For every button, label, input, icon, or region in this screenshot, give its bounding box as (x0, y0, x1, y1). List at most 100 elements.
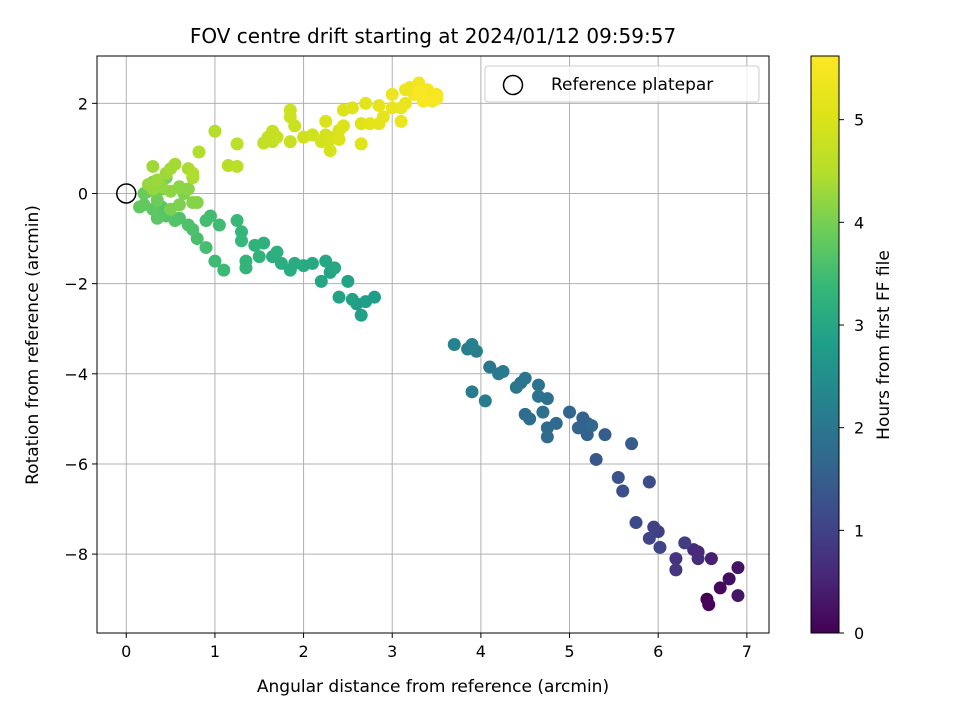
data-point (323, 144, 337, 158)
data-point (283, 263, 297, 277)
data-point (523, 412, 537, 426)
x-tick-label: 4 (476, 642, 486, 661)
data-point (576, 411, 590, 425)
data-point (146, 159, 160, 173)
data-point (270, 130, 284, 144)
data-point (199, 214, 213, 228)
colorbar-tick-label: 5 (854, 111, 864, 130)
data-point (354, 137, 368, 151)
data-point (540, 421, 554, 435)
data-point (647, 520, 661, 534)
data-point (150, 173, 164, 187)
data-point (447, 338, 461, 351)
data-point (540, 430, 554, 444)
data-point (212, 218, 226, 232)
data-point (589, 452, 603, 466)
data-point (332, 290, 346, 304)
y-tick-label: −8 (64, 545, 88, 564)
x-axis-ticks: 0 1 2 3 4 5 6 7 (121, 633, 752, 661)
data-point (563, 405, 577, 419)
data-point (598, 428, 612, 442)
data-point (270, 245, 284, 259)
chart-title: FOV centre drift starting at 2024/01/12 … (190, 24, 676, 48)
data-point (328, 261, 342, 275)
data-point (531, 389, 545, 403)
y-tick-label: −4 (64, 365, 88, 384)
y-tick-label: −6 (64, 455, 88, 474)
data-point (239, 261, 253, 275)
data-point (235, 225, 249, 239)
reference-marker (116, 183, 137, 204)
data-point (341, 274, 355, 288)
colorbar-ticks: 0 1 2 3 4 5 (839, 111, 864, 643)
data-point (230, 159, 244, 173)
colorbar-tick-label: 2 (854, 419, 864, 438)
data-point (283, 103, 297, 117)
data-point (283, 135, 297, 149)
data-points (133, 76, 745, 612)
data-point (181, 218, 195, 232)
colorbar-tick-label: 3 (854, 316, 864, 335)
data-point (150, 193, 164, 207)
grid-lines (97, 56, 769, 633)
data-point (319, 114, 333, 128)
data-point (571, 421, 585, 435)
colorbar-tick-label: 4 (854, 213, 864, 232)
data-point (669, 552, 683, 566)
data-point (336, 119, 350, 133)
legend: Reference platepar (484, 65, 760, 103)
data-point (376, 110, 390, 124)
data-point (509, 380, 523, 394)
data-point (731, 561, 745, 575)
data-point (314, 274, 328, 288)
data-point (531, 378, 545, 392)
data-point (332, 132, 346, 146)
data-point (133, 200, 147, 214)
x-tick-label: 0 (121, 642, 131, 661)
x-tick-label: 5 (564, 642, 574, 661)
y-tick-label: 0 (78, 184, 88, 203)
data-point (274, 256, 288, 270)
data-point (702, 598, 716, 612)
data-point (319, 254, 333, 268)
y-tick-label: 2 (78, 94, 88, 113)
colorbar-label: Hours from first FF file (874, 250, 894, 440)
data-point (430, 92, 444, 106)
data-point (616, 484, 630, 498)
plot-frame (96, 55, 770, 634)
data-point (248, 238, 262, 252)
data-point (252, 250, 266, 264)
data-point (394, 114, 408, 128)
x-tick-label: 6 (653, 642, 663, 661)
data-point (208, 254, 222, 268)
data-point (704, 552, 718, 566)
y-axis-label: Rotation from reference (arcmin) (23, 205, 43, 485)
data-point (483, 360, 497, 374)
legend-label: Reference platepar (551, 75, 713, 95)
data-point (354, 308, 368, 322)
data-point (345, 101, 359, 115)
colorbar-tick-label: 0 (854, 624, 864, 643)
x-tick-label: 2 (298, 642, 308, 661)
data-point (478, 394, 492, 408)
data-point (412, 76, 426, 90)
data-point (172, 198, 186, 212)
data-point (653, 540, 667, 554)
data-point (345, 292, 359, 306)
data-point (359, 96, 373, 110)
data-point (731, 589, 745, 603)
data-point (713, 581, 727, 595)
data-point (722, 572, 736, 586)
data-point (629, 516, 643, 530)
data-point (385, 87, 399, 101)
data-point (235, 234, 249, 248)
legend-marker (502, 74, 524, 96)
x-tick-label: 3 (387, 642, 397, 661)
y-tick-label: −2 (64, 275, 88, 294)
data-point (190, 196, 204, 210)
x-tick-label: 1 (210, 642, 220, 661)
legend-box (484, 65, 760, 103)
data-point (585, 419, 599, 433)
data-point (305, 128, 319, 142)
